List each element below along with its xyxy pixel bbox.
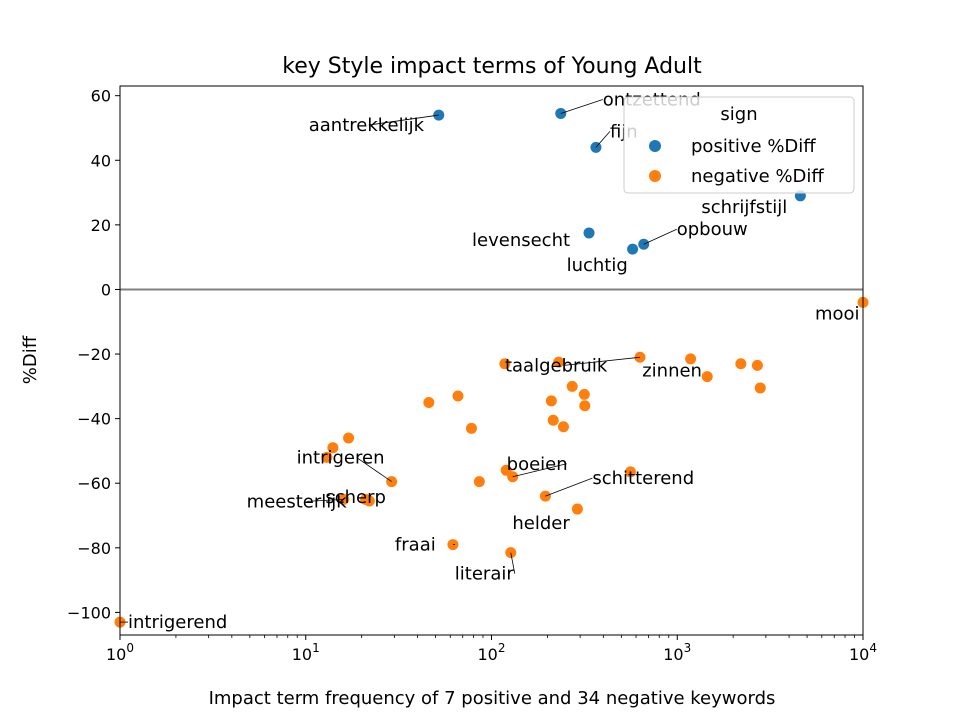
annotation-leader — [356, 457, 392, 482]
y-tick-label: −60 — [77, 474, 111, 493]
y-tick-label: −20 — [77, 345, 111, 364]
x-tick-label: 103 — [663, 641, 691, 664]
legend-title: sign — [720, 104, 757, 125]
negative-point — [751, 359, 763, 371]
negative-point — [579, 400, 591, 412]
y-axis-label: %Diff — [20, 335, 41, 384]
y-tick-label: 40 — [91, 151, 111, 170]
point-label: schitterend — [592, 468, 694, 489]
point-label: zinnen — [642, 361, 702, 382]
x-tick-label: 101 — [292, 641, 320, 664]
chart-title: key Style impact terms of Young Adult — [282, 54, 702, 79]
annotation-leader — [306, 498, 344, 502]
legend-label: negative %Diff — [691, 166, 824, 187]
point-label: literair — [455, 564, 515, 585]
y-tick-label: −80 — [77, 539, 111, 558]
y-tick-label: 20 — [91, 216, 111, 235]
point-label: scherp — [325, 487, 386, 508]
negative-point — [327, 442, 339, 454]
legend-box — [623, 96, 855, 194]
point-label: taalgebruik — [505, 355, 608, 376]
negative-point — [578, 388, 590, 400]
legend-marker — [649, 140, 661, 152]
negative-point — [685, 353, 697, 365]
annotation-leader — [368, 114, 439, 126]
y-tick-label: −100 — [67, 603, 111, 622]
negative-point — [360, 493, 372, 505]
negative-point — [423, 396, 435, 408]
annotation-leader — [512, 463, 567, 478]
x-tick-exponent: 3 — [684, 641, 692, 655]
y-tick-label: 60 — [91, 87, 111, 106]
x-tick-exponent: 0 — [126, 641, 134, 655]
negative-point — [500, 464, 512, 476]
negative-point — [465, 422, 477, 434]
point-label: mooi — [815, 303, 860, 324]
negative-point — [735, 358, 747, 370]
point-label: boeien — [507, 454, 568, 475]
x-tick-label: 104 — [849, 641, 877, 664]
negative-point — [321, 451, 333, 463]
negative-point — [566, 380, 578, 392]
legend-marker — [649, 170, 661, 182]
negative-point — [754, 382, 766, 394]
negative-point — [545, 395, 557, 407]
point-label: intrigerend — [128, 612, 227, 633]
legend: sign positive %Diff negative %Diff — [623, 96, 855, 194]
point-label: levensecht — [472, 230, 570, 251]
x-tick-label: 100 — [106, 641, 134, 664]
annotation-leader — [643, 228, 677, 245]
negative-point — [452, 390, 464, 402]
negative-point — [571, 503, 583, 515]
point-label: meesterlijk — [247, 491, 348, 512]
annotation-leader — [564, 356, 641, 366]
point-label: opbouw — [677, 219, 748, 240]
x-tick-base: 10 — [849, 645, 869, 664]
point-label: helder — [512, 513, 570, 534]
negative-point — [557, 421, 569, 433]
y-tick-label: −40 — [77, 410, 111, 429]
point-label: intrigeren — [297, 448, 385, 469]
x-tick-base: 10 — [292, 645, 312, 664]
positive-point — [583, 227, 595, 239]
positive-point — [627, 243, 639, 255]
negative-point — [701, 371, 713, 383]
annotation-leader — [545, 477, 593, 497]
annotation-leader — [560, 99, 603, 114]
x-tick-label: 102 — [478, 641, 506, 664]
y-tick-label: 0 — [101, 280, 111, 299]
x-tick-base: 10 — [663, 645, 683, 664]
x-tick-base: 10 — [106, 645, 126, 664]
negative-point — [499, 358, 511, 370]
negative-point — [343, 432, 355, 444]
point-label: fraai — [395, 535, 436, 556]
negative-point — [547, 414, 559, 426]
x-tick-base: 10 — [478, 645, 498, 664]
point-label: aantrekkelijk — [309, 115, 425, 136]
negative-point — [473, 476, 485, 488]
negative-point — [624, 466, 636, 478]
legend-label: positive %Diff — [691, 136, 816, 157]
annotation-leader — [510, 552, 516, 574]
x-tick-exponent: 1 — [312, 641, 320, 655]
x-tick-exponent: 4 — [869, 641, 877, 655]
x-tick-exponent: 2 — [498, 641, 506, 655]
point-label: schrijfstijl — [701, 197, 787, 218]
negative-point — [553, 356, 565, 368]
annotation-leader — [595, 131, 611, 148]
point-label: luchtig — [567, 255, 628, 276]
x-axis-label: Impact term frequency of 7 positive and … — [209, 688, 776, 709]
